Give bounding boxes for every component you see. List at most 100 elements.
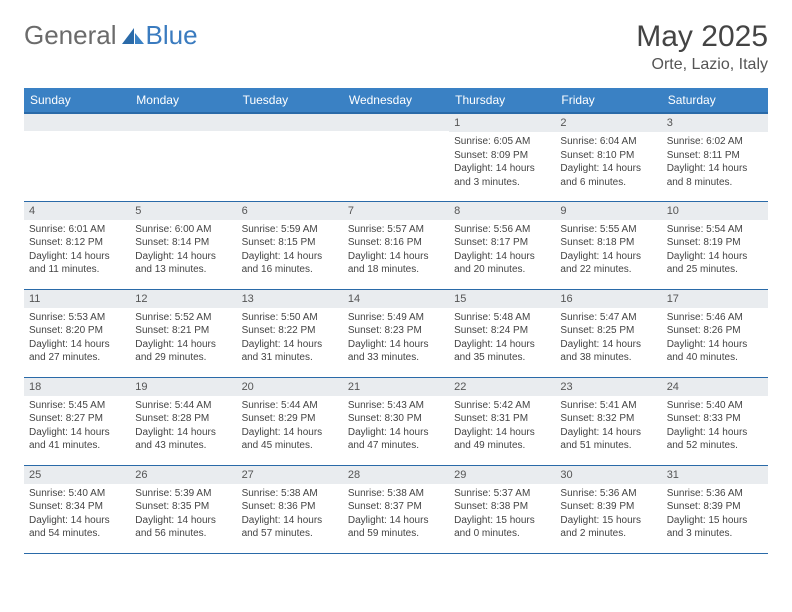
calendar-cell: 24Sunrise: 5:40 AMSunset: 8:33 PMDayligh… bbox=[662, 377, 768, 465]
day-number: 22 bbox=[449, 378, 555, 396]
calendar-cell: 28Sunrise: 5:38 AMSunset: 8:37 PMDayligh… bbox=[343, 465, 449, 553]
day-details: Sunrise: 5:48 AMSunset: 8:24 PMDaylight:… bbox=[449, 308, 555, 370]
day-number: 19 bbox=[130, 378, 236, 396]
sunset-text: Sunset: 8:26 PM bbox=[667, 324, 763, 338]
sunrise-text: Sunrise: 5:54 AM bbox=[667, 223, 763, 237]
sunrise-text: Sunrise: 6:02 AM bbox=[667, 135, 763, 149]
sunrise-text: Sunrise: 5:44 AM bbox=[242, 399, 338, 413]
day-number: 29 bbox=[449, 466, 555, 484]
calendar-cell: 12Sunrise: 5:52 AMSunset: 8:21 PMDayligh… bbox=[130, 289, 236, 377]
daylight-text: Daylight: 14 hours and 51 minutes. bbox=[560, 426, 656, 453]
day-number: 8 bbox=[449, 202, 555, 220]
day-number: 31 bbox=[662, 466, 768, 484]
day-number bbox=[24, 114, 130, 131]
day-number: 16 bbox=[555, 290, 661, 308]
calendar-row: 18 Sunrise: 5:45 AMSunset: 8:27 PM Dayligh… bbox=[24, 377, 768, 465]
sunrise-text: Sunrise: 6:00 AM bbox=[135, 223, 231, 237]
sunset-text: Sunset: 8:11 PM bbox=[667, 149, 763, 163]
day-details: Sunrise: 5:46 AMSunset: 8:26 PMDaylight:… bbox=[662, 308, 768, 370]
daylight-text: Daylight: 14 hours and 33 minutes. bbox=[348, 338, 444, 365]
day-details: Sunrise: 5:38 AMSunset: 8:37 PMDaylight:… bbox=[343, 484, 449, 546]
day-details bbox=[24, 131, 130, 139]
sunrise-text: Sunrise: 5:36 AM bbox=[560, 487, 656, 501]
day-details: Sunrise: 5:38 AMSunset: 8:36 PMDaylight:… bbox=[237, 484, 343, 546]
sunrise-text: Sunrise: 5:42 AM bbox=[454, 399, 550, 413]
calendar-cell: 6Sunrise: 5:59 AMSunset: 8:15 PMDaylight… bbox=[237, 201, 343, 289]
sunset-text: Sunset: 8:09 PM bbox=[454, 149, 550, 163]
day-details: Sunrise: 6:04 AMSunset: 8:10 PMDaylight:… bbox=[555, 132, 661, 194]
day-details: Sunrise: 6:05 AMSunset: 8:09 PMDaylight:… bbox=[449, 132, 555, 194]
daylight-text: Daylight: 14 hours and 3 minutes. bbox=[454, 162, 550, 189]
sunset-text: Sunset: 8:17 PM bbox=[454, 236, 550, 250]
sunrise-text: Sunrise: 5:55 AM bbox=[560, 223, 656, 237]
sunrise-text: Sunrise: 5:45 AM bbox=[29, 399, 125, 413]
day-details bbox=[130, 131, 236, 139]
sunset-text: Sunset: 8:31 PM bbox=[454, 412, 550, 426]
sunrise-text: Sunrise: 5:44 AM bbox=[135, 399, 231, 413]
day-number: 14 bbox=[343, 290, 449, 308]
sunrise-text: Sunrise: 5:37 AM bbox=[454, 487, 550, 501]
sunset-text: Sunset: 8:30 PM bbox=[348, 412, 444, 426]
day-number: 10 bbox=[662, 202, 768, 220]
sunset-text: Sunset: 8:19 PM bbox=[667, 236, 763, 250]
sunrise-text: Sunrise: 5:46 AM bbox=[667, 311, 763, 325]
calendar-row: 25Sunrise: 5:40 AMSunset: 8:34 PMDayligh… bbox=[24, 465, 768, 553]
sunrise-text: Sunrise: 5:40 AM bbox=[667, 399, 763, 413]
sunrise-text: Sunrise: 5:52 AM bbox=[135, 311, 231, 325]
daylight-text: Daylight: 14 hours and 11 minutes. bbox=[29, 250, 125, 277]
daylight-text: Daylight: 14 hours and 22 minutes. bbox=[560, 250, 656, 277]
sunset-text: Sunset: 8:27 PM bbox=[29, 412, 125, 426]
day-number: 11 bbox=[24, 290, 130, 308]
day-details bbox=[237, 131, 343, 139]
day-number bbox=[237, 114, 343, 131]
sunrise-text: Sunrise: 5:50 AM bbox=[242, 311, 338, 325]
sunrise-text: Sunrise: 5:36 AM bbox=[667, 487, 763, 501]
page-header: General Blue May 2025 Orte, Lazio, Italy bbox=[24, 20, 768, 74]
sunset-text: Sunset: 8:37 PM bbox=[348, 500, 444, 514]
sunset-text: Sunset: 8:36 PM bbox=[242, 500, 338, 514]
calendar-body: 1Sunrise: 6:05 AMSunset: 8:09 PMDaylight… bbox=[24, 113, 768, 553]
daylight-text: Daylight: 14 hours and 13 minutes. bbox=[135, 250, 231, 277]
daylight-text: Daylight: 14 hours and 52 minutes. bbox=[667, 426, 763, 453]
calendar-row: 4Sunrise: 6:01 AMSunset: 8:12 PMDaylight… bbox=[24, 201, 768, 289]
day-details: Sunrise: 5:56 AMSunset: 8:17 PMDaylight:… bbox=[449, 220, 555, 282]
sunset-text: Sunset: 8:25 PM bbox=[560, 324, 656, 338]
daylight-text: Daylight: 14 hours and 35 minutes. bbox=[454, 338, 550, 365]
weekday-header: Thursday bbox=[449, 88, 555, 113]
daylight-text: Daylight: 14 hours and 8 minutes. bbox=[667, 162, 763, 189]
day-number: 6 bbox=[237, 202, 343, 220]
daylight-text: Daylight: 15 hours and 2 minutes. bbox=[560, 514, 656, 541]
sunset-text: Sunset: 8:12 PM bbox=[29, 236, 125, 250]
calendar-cell: 5Sunrise: 6:00 AMSunset: 8:14 PMDaylight… bbox=[130, 201, 236, 289]
sunrise-text: Sunrise: 5:48 AM bbox=[454, 311, 550, 325]
calendar-cell: 25Sunrise: 5:40 AMSunset: 8:34 PMDayligh… bbox=[24, 465, 130, 553]
sunrise-text: Sunrise: 5:57 AM bbox=[348, 223, 444, 237]
day-number: 18 bbox=[24, 378, 130, 396]
day-details: Sunrise: 5:52 AMSunset: 8:21 PMDaylight:… bbox=[130, 308, 236, 370]
day-details: Sunrise: 6:00 AMSunset: 8:14 PMDaylight:… bbox=[130, 220, 236, 282]
calendar-cell: 13Sunrise: 5:50 AMSunset: 8:22 PMDayligh… bbox=[237, 289, 343, 377]
calendar-row: 11Sunrise: 5:53 AMSunset: 8:20 PMDayligh… bbox=[24, 289, 768, 377]
day-details: Sunrise: 5:53 AMSunset: 8:20 PMDaylight:… bbox=[24, 308, 130, 370]
day-number: 27 bbox=[237, 466, 343, 484]
daylight-text: Daylight: 14 hours and 25 minutes. bbox=[667, 250, 763, 277]
day-number: 5 bbox=[130, 202, 236, 220]
calendar-cell: 23Sunrise: 5:41 AMSunset: 8:32 PMDayligh… bbox=[555, 377, 661, 465]
day-details: Sunrise: 5:39 AMSunset: 8:35 PMDaylight:… bbox=[130, 484, 236, 546]
day-details: Sunrise: 5:36 AMSunset: 8:39 PMDaylight:… bbox=[662, 484, 768, 546]
daylight-text: Daylight: 14 hours and 59 minutes. bbox=[348, 514, 444, 541]
calendar-cell: 3Sunrise: 6:02 AMSunset: 8:11 PMDaylight… bbox=[662, 113, 768, 201]
daylight-text: Daylight: 14 hours and 47 minutes. bbox=[348, 426, 444, 453]
day-details bbox=[343, 131, 449, 139]
daylight-text: Daylight: 14 hours and 49 minutes. bbox=[454, 426, 550, 453]
daylight-text: Daylight: 14 hours and 29 minutes. bbox=[135, 338, 231, 365]
sunrise-text: Sunrise: 6:01 AM bbox=[29, 223, 125, 237]
day-details: Sunrise: 5:36 AMSunset: 8:39 PMDaylight:… bbox=[555, 484, 661, 546]
daylight-text: Daylight: 14 hours and 20 minutes. bbox=[454, 250, 550, 277]
sunset-text: Sunset: 8:20 PM bbox=[29, 324, 125, 338]
day-number: 30 bbox=[555, 466, 661, 484]
sunrise-text: Sunrise: 6:05 AM bbox=[454, 135, 550, 149]
calendar-cell: 27Sunrise: 5:38 AMSunset: 8:36 PMDayligh… bbox=[237, 465, 343, 553]
calendar-cell: 8Sunrise: 5:56 AMSunset: 8:17 PMDaylight… bbox=[449, 201, 555, 289]
sunset-text: Sunset: 8:18 PM bbox=[560, 236, 656, 250]
